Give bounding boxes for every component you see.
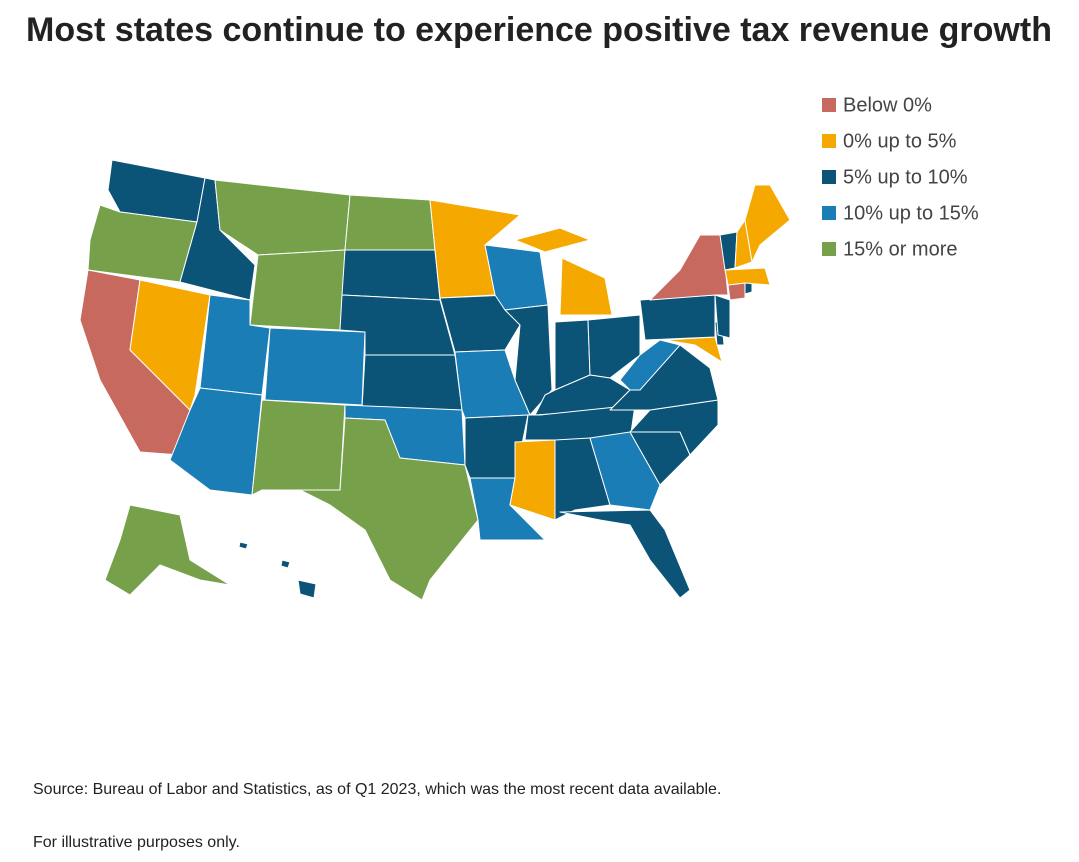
legend-swatch bbox=[822, 242, 836, 256]
state-region bbox=[104, 504, 231, 596]
state-region bbox=[727, 282, 746, 301]
state-region bbox=[639, 294, 716, 341]
state-region bbox=[649, 234, 729, 301]
legend-label: 0% up to 5% bbox=[843, 130, 957, 152]
note: For illustrative purposes only. bbox=[33, 834, 240, 851]
legend: Below 0% 0% up to 5% 5% up to 10% 10% up to… bbox=[822, 94, 979, 260]
legend-label: Below 0% bbox=[843, 94, 932, 116]
state-region bbox=[724, 267, 771, 286]
legend-swatch bbox=[822, 134, 836, 148]
state-region bbox=[361, 354, 463, 411]
state-region bbox=[129, 279, 211, 411]
state-region bbox=[264, 327, 366, 406]
state-region bbox=[214, 179, 351, 256]
legend-swatch bbox=[822, 170, 836, 184]
state-region bbox=[344, 194, 436, 251]
title: Most states continue to experience posit… bbox=[26, 11, 1052, 49]
state-region bbox=[169, 387, 263, 496]
state-region bbox=[251, 399, 346, 496]
state-region bbox=[714, 294, 731, 339]
state-region bbox=[509, 439, 556, 521]
state-region bbox=[619, 339, 681, 391]
state-region bbox=[554, 437, 611, 521]
state-region bbox=[559, 509, 691, 599]
legend-label: 10% up to 15% bbox=[843, 202, 979, 224]
state-region bbox=[524, 404, 636, 441]
state-region bbox=[238, 541, 317, 599]
state-region bbox=[514, 227, 613, 316]
legend-label: 5% up to 10% bbox=[843, 166, 968, 188]
state-region bbox=[744, 184, 791, 263]
source: Source: Bureau of Labor and Statistics, … bbox=[33, 781, 721, 798]
state-region bbox=[589, 431, 661, 511]
map bbox=[79, 159, 791, 601]
legend-swatch bbox=[822, 206, 836, 220]
state-region bbox=[249, 249, 346, 331]
legend-label: 15% or more bbox=[843, 238, 958, 260]
state-region bbox=[744, 282, 753, 295]
state-region bbox=[299, 417, 479, 601]
legend-swatch bbox=[822, 98, 836, 112]
state-region bbox=[587, 314, 641, 379]
state-region bbox=[341, 249, 441, 301]
